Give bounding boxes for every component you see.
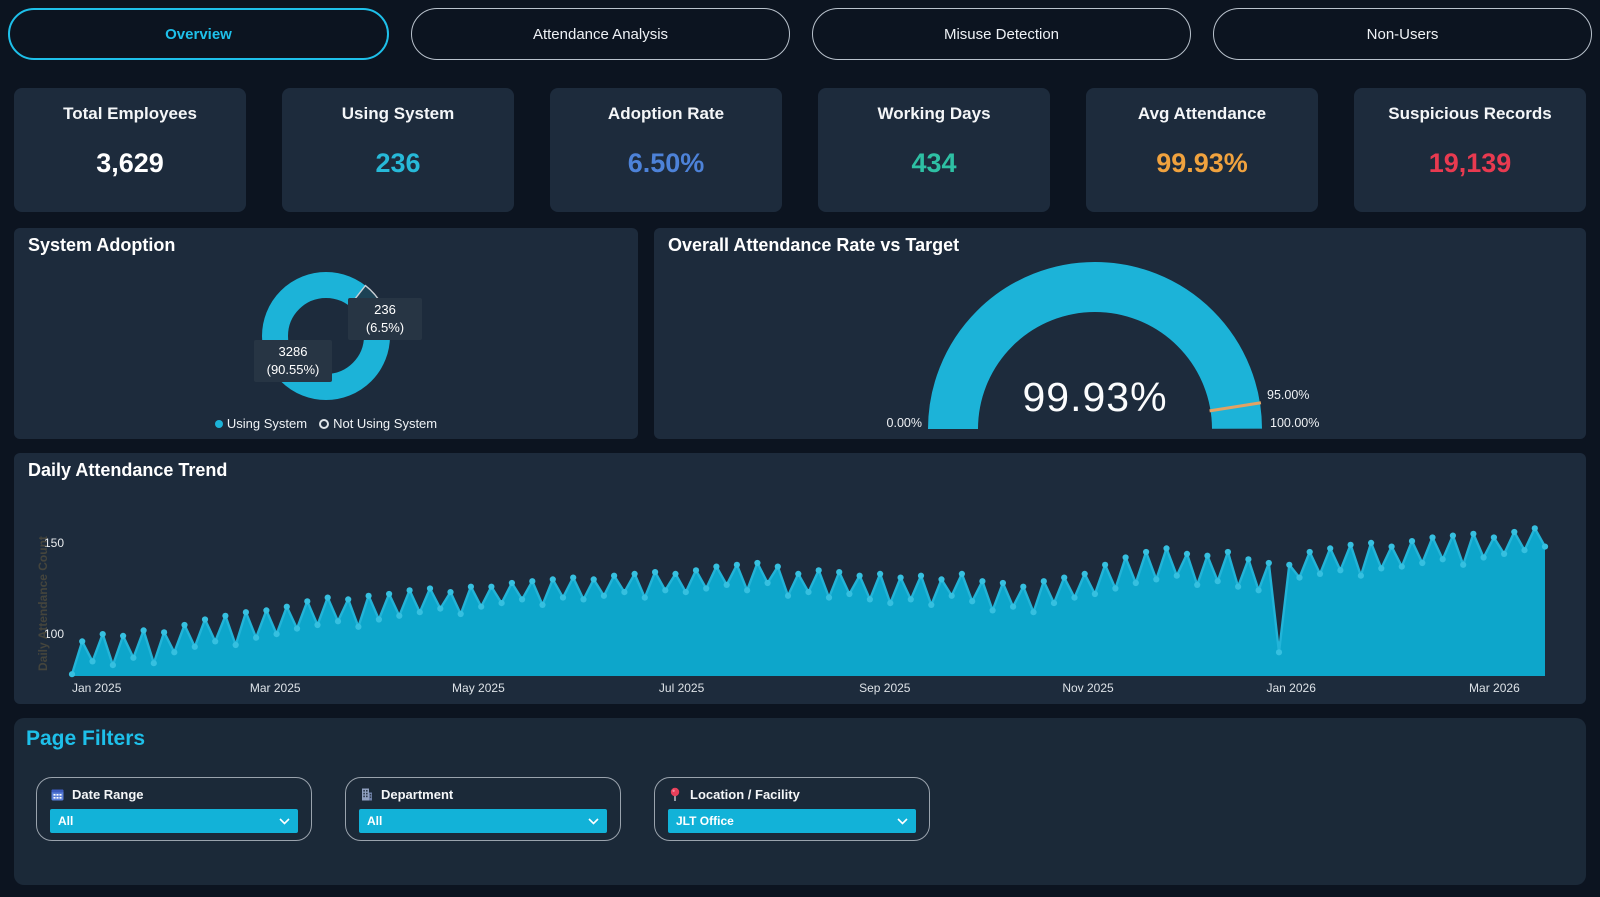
kpi-value: 236 xyxy=(375,148,421,178)
dropdown-value: All xyxy=(367,814,383,828)
page-filters-heading: Page Filters xyxy=(26,727,146,750)
attendance-gauge-panel: Overall Attendance Rate vs Target 99.93%… xyxy=(654,228,1586,439)
donut-label-not-using-value: 3286 xyxy=(278,344,308,359)
kpi-title: Working Days xyxy=(877,104,991,123)
chevron-down-icon xyxy=(588,817,599,825)
legend-item-using-system[interactable]: Using System xyxy=(214,416,308,431)
kpi-card-suspicious-records: Suspicious Records 19,139 xyxy=(1354,88,1586,212)
filter-label: Date Range xyxy=(72,787,144,802)
system-adoption-panel: System Adoption 236 (6.5%) 3286 (90.55%)… xyxy=(14,228,638,439)
pin-icon xyxy=(670,787,680,801)
date-range-dropdown[interactable]: All xyxy=(50,809,298,833)
kpi-row: Total Employees 3,629 Using System 236 A… xyxy=(14,88,1586,212)
gauge-min-label: 0.00% xyxy=(886,416,922,430)
trend-x-label: Jan 2025 xyxy=(72,681,122,695)
kpi-card-working-days: Working Days 434 xyxy=(818,88,1050,212)
system-adoption-donut-chart[interactable] xyxy=(14,228,638,439)
trend-x-label: Mar 2026 xyxy=(1469,681,1520,695)
kpi-card-avg-attendance: Avg Attendance 99.93% xyxy=(1086,88,1318,212)
donut-label-using-value: 236 xyxy=(374,302,396,317)
filter-card-location: Location / Facility JLT Office xyxy=(654,777,930,841)
gauge-target-line xyxy=(1209,401,1262,413)
kpi-value: 3,629 xyxy=(96,148,164,178)
trend-x-label: Jul 2025 xyxy=(659,681,705,695)
location-facility-dropdown[interactable]: JLT Office xyxy=(668,809,916,833)
daily-attendance-trend-chart[interactable]: 100 150 Jan 2025 Mar 2025 May 2025 Jul 2025 Se… xyxy=(14,453,1554,704)
charts-row: System Adoption 236 (6.5%) 3286 (90.55%)… xyxy=(14,228,1586,439)
attendance-gauge-chart[interactable] xyxy=(654,228,1554,439)
kpi-card-adoption-rate: Adoption Rate 6.50% xyxy=(550,88,782,212)
trend-y-tick: 150 xyxy=(44,536,64,550)
trend-x-label: May 2025 xyxy=(452,681,505,695)
gauge-value: 99.93% xyxy=(1022,374,1168,420)
gauge-title: Overall Attendance Rate vs Target xyxy=(668,235,960,255)
gauge-target-label: 95.00% xyxy=(1267,388,1310,402)
kpi-value: 99.93% xyxy=(1156,148,1248,178)
system-adoption-title: System Adoption xyxy=(28,235,176,255)
filter-card-department: Department All xyxy=(345,777,621,841)
tab-bar: Overview Attendance Analysis Misuse Dete… xyxy=(8,8,1592,60)
donut-label-not-using-pct: (90.55%) xyxy=(266,362,320,378)
trend-x-label: Nov 2025 xyxy=(1062,681,1114,695)
department-dropdown[interactable]: All xyxy=(359,809,607,833)
legend-filled-dot-icon xyxy=(214,419,223,428)
dropdown-value: All xyxy=(58,814,74,828)
trend-area[interactable] xyxy=(72,528,1545,676)
kpi-value: 6.50% xyxy=(627,148,705,178)
building-icon xyxy=(362,788,372,801)
filter-label: Location / Facility xyxy=(690,787,800,802)
chevron-down-icon xyxy=(279,817,290,825)
kpi-card-using-system: Using System 236 xyxy=(282,88,514,212)
page-filters-panel: Page Filters Date Range All xyxy=(14,718,1586,885)
dropdown-value: JLT Office xyxy=(676,814,734,828)
kpi-card-total-employees: Total Employees 3,629 xyxy=(14,88,246,212)
kpi-title: Using System xyxy=(341,104,455,123)
legend-item-not-using-system[interactable]: Not Using System xyxy=(319,416,437,431)
legend-label: Using System xyxy=(226,416,308,431)
trend-markers xyxy=(68,525,1549,678)
tab-attendance-analysis[interactable]: Attendance Analysis xyxy=(411,8,790,60)
tab-misuse-detection[interactable]: Misuse Detection xyxy=(812,8,1191,60)
trend-y-tick: 100 xyxy=(44,627,64,641)
trend-y-axis-title: Daily Attendance Count xyxy=(36,536,50,671)
trend-x-label: Sep 2025 xyxy=(859,681,911,695)
donut-legend: Using System Not Using System xyxy=(14,416,638,431)
trend-x-label: Mar 2025 xyxy=(250,681,301,695)
chevron-down-icon xyxy=(897,817,908,825)
kpi-title: Total Employees xyxy=(63,104,197,123)
trend-x-label: Jan 2026 xyxy=(1267,681,1317,695)
legend-label: Not Using System xyxy=(333,416,438,431)
filter-cards-row: Date Range All Department xyxy=(36,777,930,841)
kpi-title: Avg Attendance xyxy=(1137,104,1267,123)
filter-label: Department xyxy=(381,787,454,802)
kpi-title: Suspicious Records xyxy=(1388,104,1552,123)
calendar-icon xyxy=(51,789,64,801)
donut-label-not-using: 3286 (90.55%) xyxy=(254,340,332,383)
daily-attendance-trend-panel: Daily Attendance Trend Daily Attendance … xyxy=(14,453,1586,704)
kpi-value: 19,139 xyxy=(1428,148,1512,178)
legend-hollow-circle-icon xyxy=(319,418,330,429)
gauge-value-arc[interactable] xyxy=(928,261,1262,430)
gauge-max-label: 100.00% xyxy=(1270,416,1320,430)
kpi-value: 434 xyxy=(911,148,957,178)
tab-overview[interactable]: Overview xyxy=(8,8,389,60)
trend-title: Daily Attendance Trend xyxy=(28,460,228,480)
donut-label-using-pct: (6.5%) xyxy=(365,320,405,336)
filter-card-date-range: Date Range All xyxy=(36,777,312,841)
tab-non-users[interactable]: Non-Users xyxy=(1213,8,1592,60)
kpi-title: Adoption Rate xyxy=(607,104,725,123)
donut-label-using: 236 (6.5%) xyxy=(348,298,422,341)
